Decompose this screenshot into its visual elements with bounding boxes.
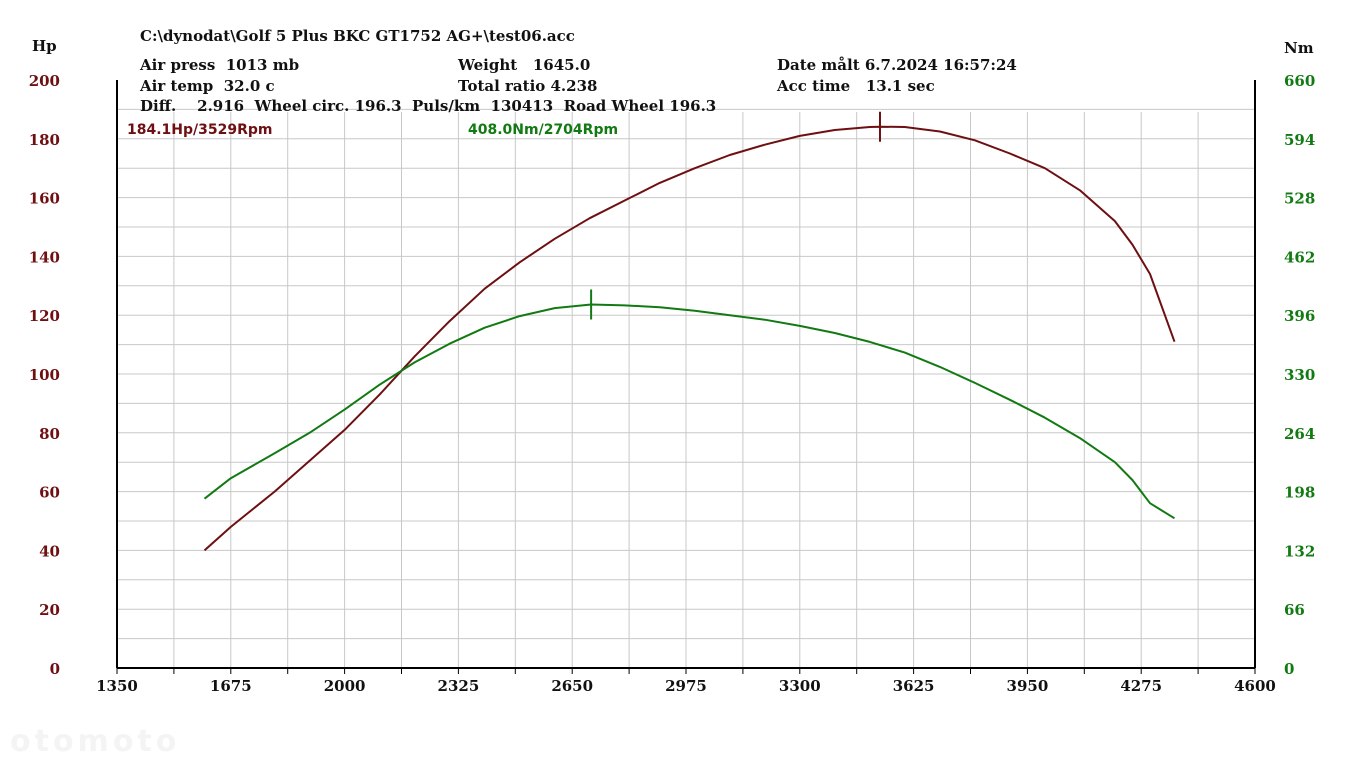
y-right-tick-label: 330	[1284, 366, 1315, 384]
y-left-tick-label: 0	[50, 660, 60, 678]
torque-curve	[203, 303, 1176, 520]
y-right-tick-label: 132	[1284, 542, 1315, 560]
chart-axes	[116, 80, 1256, 674]
x-tick-label: 1350	[96, 677, 138, 695]
x-tick-label: 1675	[210, 677, 252, 695]
y-right-tick-label: 264	[1284, 425, 1315, 443]
y-left-tick-label: 120	[29, 307, 60, 325]
weight: Weight 1645.0	[458, 56, 591, 74]
x-tick-label: 4600	[1234, 677, 1276, 695]
power-curve	[203, 125, 1176, 552]
y-left-tick-label: 80	[39, 425, 60, 443]
chart-series	[203, 111, 1176, 552]
chart-grid	[117, 108, 1255, 668]
y-left-tick-label: 60	[39, 484, 60, 502]
y-right-tick-label: 462	[1284, 248, 1315, 266]
y-right-tick-label: 0	[1284, 660, 1294, 678]
chart-ticks: Hp Nm200180160140120100806040200660594528…	[29, 37, 1316, 695]
right-axis-title: Nm	[1284, 39, 1314, 57]
y-right-tick-label: 198	[1284, 484, 1315, 502]
x-tick-label: 2325	[438, 677, 480, 695]
y-left-tick-label: 20	[39, 601, 60, 619]
x-tick-label: 3950	[1007, 677, 1049, 695]
left-axis-title: Hp	[32, 37, 57, 55]
y-right-tick-label: 396	[1284, 307, 1315, 325]
total-ratio: Total ratio 4.238	[458, 77, 598, 95]
y-right-tick-label: 660	[1284, 72, 1315, 90]
power-peak-label: 184.1Hp/3529Rpm	[127, 122, 273, 138]
y-left-tick-label: 160	[29, 190, 60, 208]
x-tick-label: 2975	[665, 677, 707, 695]
air-temp: Air temp 32.0 c	[140, 77, 275, 95]
x-tick-label: 4275	[1120, 677, 1162, 695]
x-tick-label: 2000	[324, 677, 366, 695]
y-right-tick-label: 528	[1284, 190, 1315, 208]
date-measured: Date målt 6.7.2024 16:57:24	[777, 56, 1017, 74]
watermark-logo: otomoto	[10, 724, 181, 759]
acc-time: Acc time 13.1 sec	[777, 77, 935, 95]
file-path: C:\dynodat\Golf 5 Plus BKC GT1752 AG+\te…	[140, 27, 575, 45]
y-right-tick-label: 66	[1284, 601, 1305, 619]
air-press: Air press 1013 mb	[140, 56, 300, 74]
x-tick-label: 3625	[893, 677, 935, 695]
x-tick-label: 3300	[779, 677, 821, 695]
diff-wheel-line: Diff. 2.916 Wheel circ. 196.3 Puls/km 13…	[140, 97, 717, 115]
y-left-tick-label: 100	[29, 366, 60, 384]
y-left-tick-label: 40	[39, 542, 60, 560]
y-left-tick-label: 200	[29, 72, 60, 90]
x-tick-label: 2650	[551, 677, 593, 695]
y-left-tick-label: 180	[29, 131, 60, 149]
torque-peak-label: 408.0Nm/2704Rpm	[468, 122, 619, 138]
y-right-tick-label: 594	[1284, 131, 1315, 149]
y-left-tick-label: 140	[29, 248, 60, 266]
